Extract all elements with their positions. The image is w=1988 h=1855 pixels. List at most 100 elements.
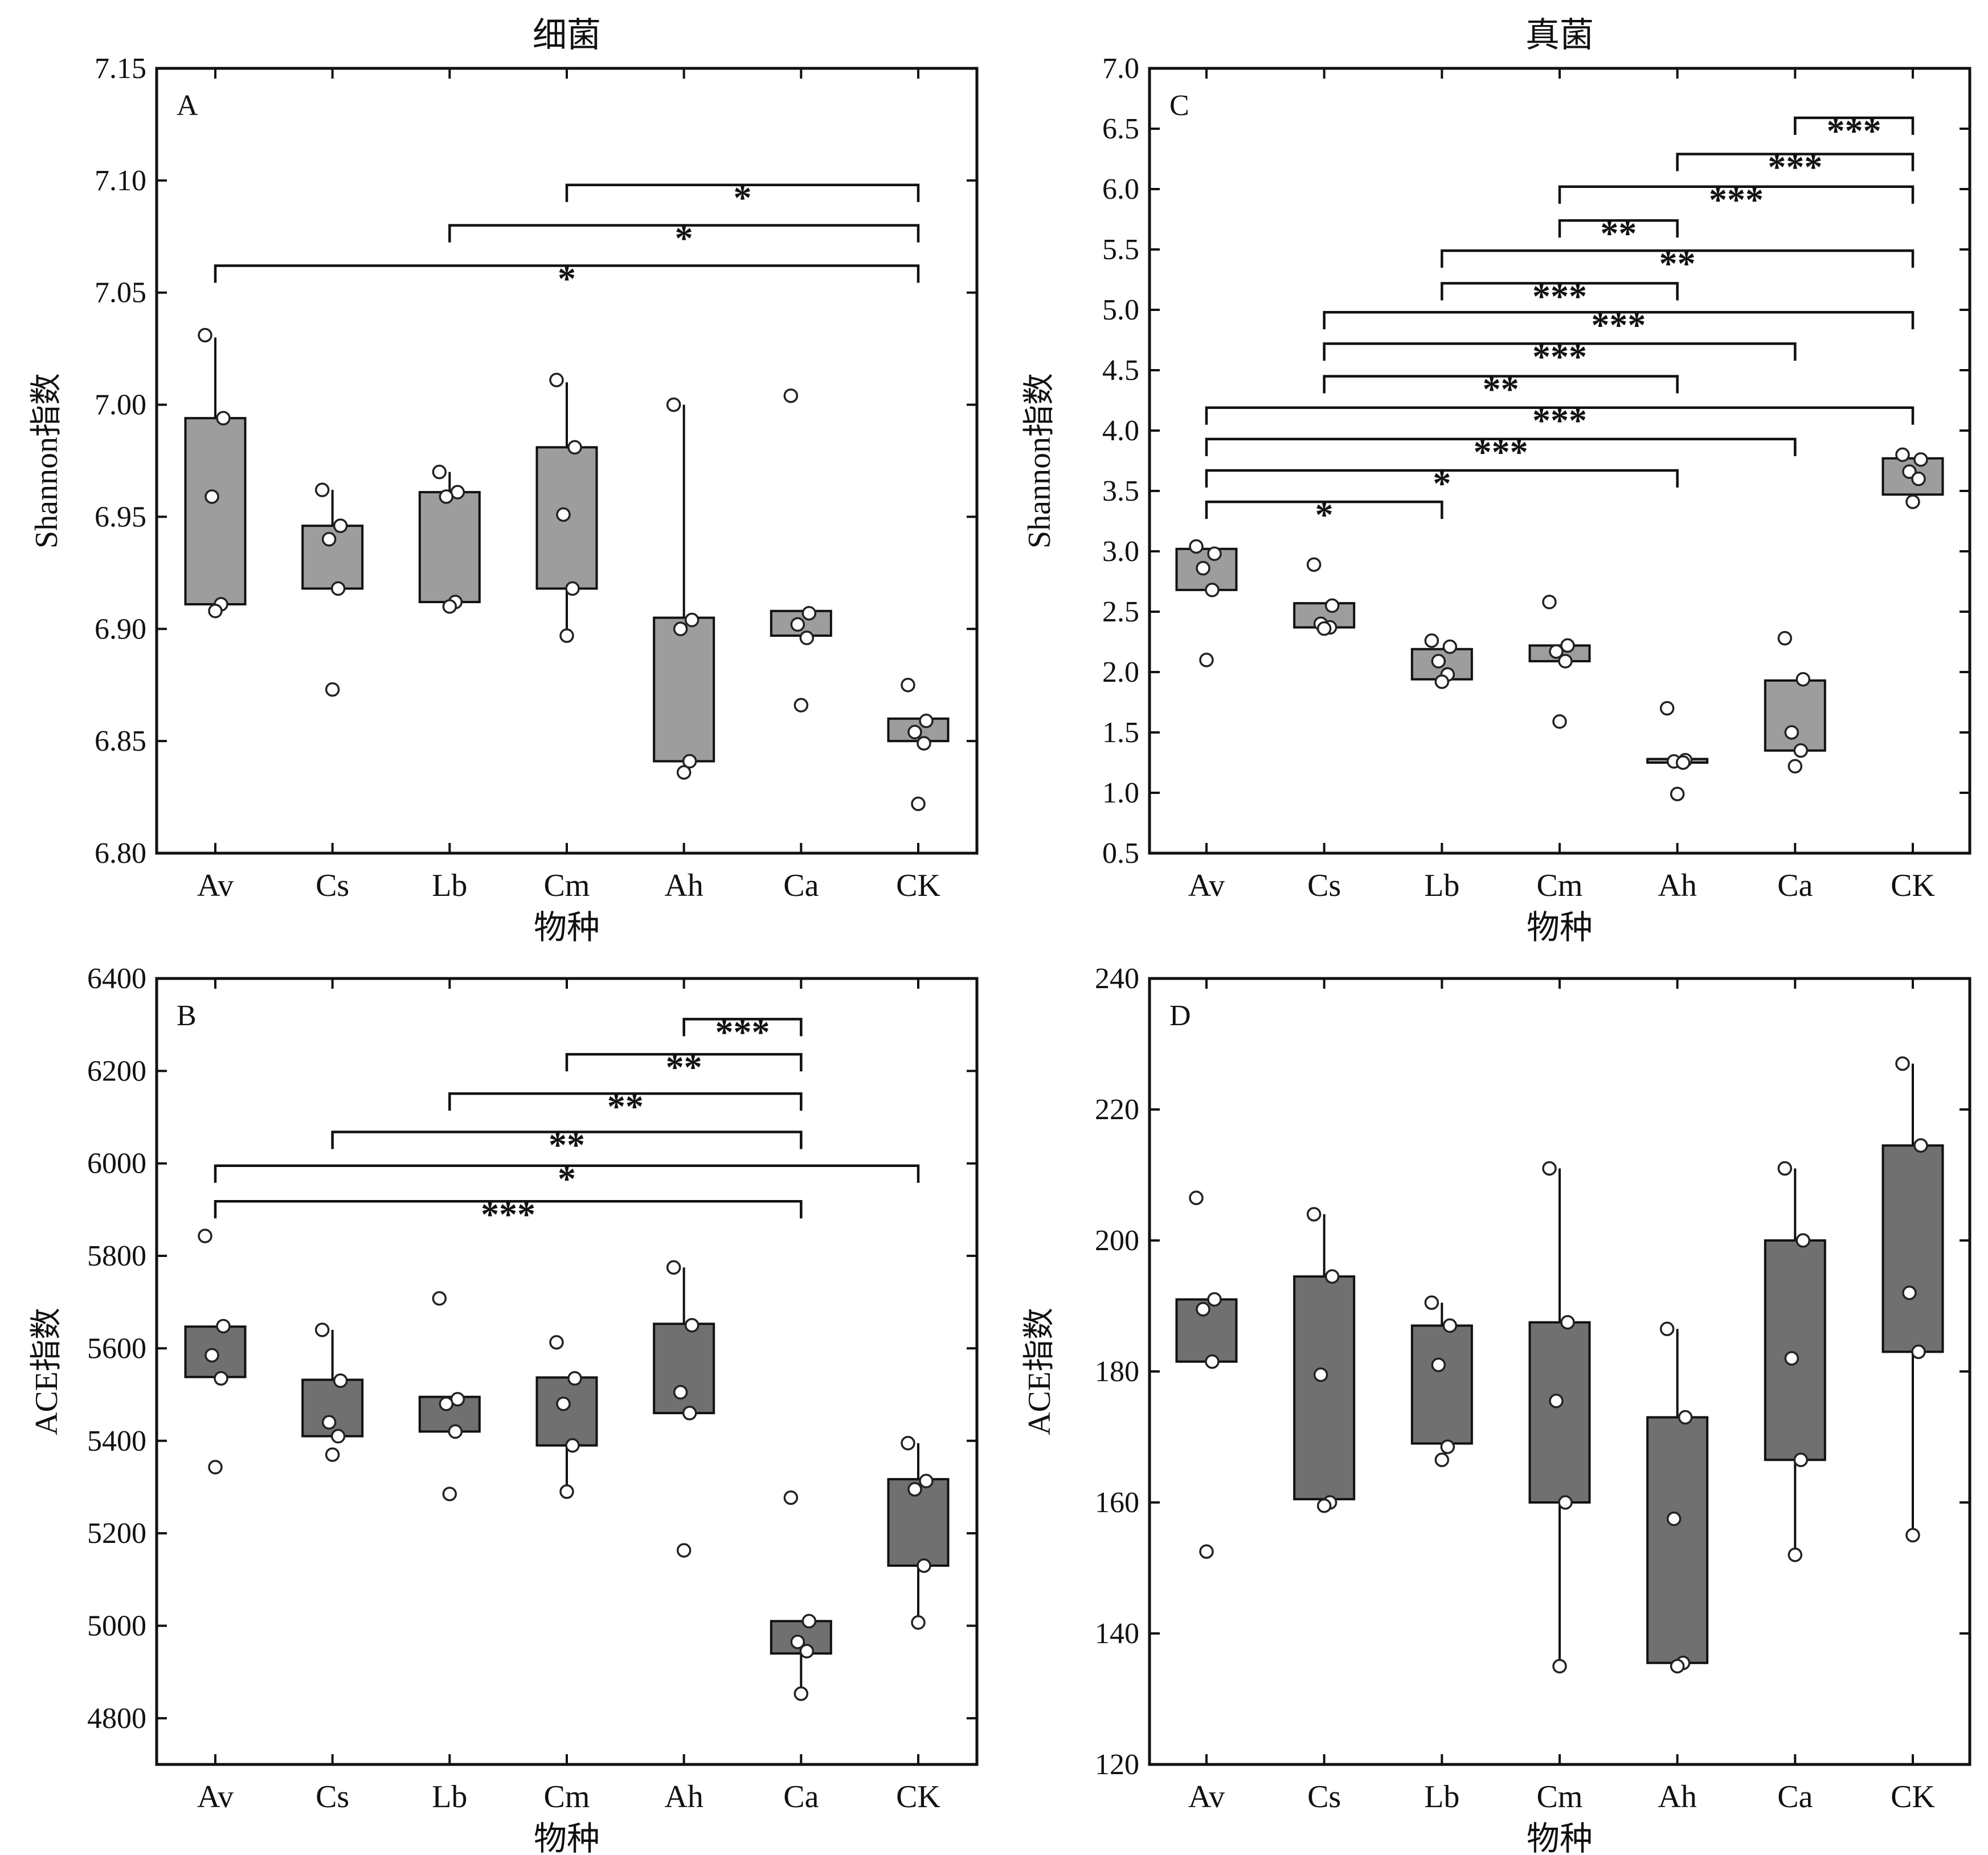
data-point [1205,583,1220,597]
plot-frame [155,977,979,1766]
data-point [333,1373,348,1388]
data-point [676,765,692,780]
chart-panel-c: 0.5 1.0 1.5 2.0 2.5 3.0 3.5 4.0 4.5 5.0 5.5 6.0 6.5 7… [1022,17,1971,946]
box-rect [1528,1321,1591,1504]
data-point [1666,1512,1682,1526]
y-tick-label: 7.05 [95,277,146,309]
data-point [559,628,574,643]
chart-title: 真菌 [1525,17,1594,54]
data-point [673,621,688,637]
significance-bracket [1323,310,1915,330]
data-point [325,1447,340,1462]
data-point [1552,1659,1567,1674]
significance-label: *** [1532,276,1587,316]
data-point [1795,1233,1811,1248]
significance-label: *** [1709,179,1764,220]
data-point [208,1460,223,1475]
y-tick-label: 0.5 [1102,837,1139,870]
data-point [907,724,922,740]
data-point [1911,472,1926,486]
y-tick-label: 6.85 [95,725,146,757]
box-rect [1410,1324,1473,1445]
y-tick-label: 5800 [87,1240,146,1272]
box-group-cs [301,482,364,697]
y-tick-label: 160 [1095,1487,1139,1519]
data-point [1434,1452,1450,1467]
y-tick-label: 180 [1095,1356,1139,1388]
data-point [1784,1351,1799,1366]
data-point [1189,539,1204,554]
data-point [801,1614,817,1629]
significance-bracket [1794,116,1915,135]
data-point [1205,1354,1220,1369]
data-point [325,682,340,697]
x-tick-label: Lb [432,1779,467,1815]
data-point [1199,653,1214,668]
data-point [901,677,915,693]
box-group-ah [653,1260,715,1558]
data-point [1795,671,1811,687]
data-point [919,713,934,728]
x-tick-label: Ah [1658,868,1696,903]
data-point [901,1436,915,1451]
data-point [1442,639,1458,654]
x-tick-label: Cs [316,868,349,903]
box-rect [653,616,715,763]
box-group-cs [1293,557,1356,636]
data-point [1199,1544,1214,1559]
data-point [1316,1498,1332,1513]
box-rect [1293,1275,1356,1501]
significance-bracket [1323,342,1797,361]
panel-label: A [177,89,198,122]
y-tick-label: 6000 [87,1148,146,1180]
data-point [1784,725,1799,740]
data-point [1442,1318,1458,1333]
data-point [1440,1439,1455,1454]
y-tick-label: 3.5 [1102,475,1139,507]
x-tick-label: Av [1188,868,1225,903]
significance-bracket [331,1131,803,1149]
data-point [1196,1302,1210,1317]
data-point [1189,1190,1204,1205]
data-point [1196,560,1210,576]
y-tick-label: 5.0 [1102,294,1139,326]
data-point [790,617,805,632]
x-axis-label: 物种 [534,909,600,946]
significance-bracket [1558,219,1679,238]
y-axis-label: Shannon指数 [29,373,64,548]
data-point [1431,654,1446,669]
data-point [1207,1292,1222,1307]
data-point [1905,494,1920,509]
y-tick-label: 5.5 [1102,234,1139,266]
y-tick-label: 7.00 [95,389,146,421]
data-point [1659,701,1675,716]
data-point [432,1291,447,1306]
x-tick-label: Ah [664,1779,703,1815]
significance-bracket [214,1200,803,1219]
box-group-av [184,1229,247,1475]
significance-label: *** [1591,305,1646,345]
significance-bracket [682,1018,803,1037]
box-group-cm [535,372,598,643]
data-point [314,1322,330,1337]
data-point [1793,743,1809,758]
significance-bracket [1558,185,1915,204]
significance-label: *** [1768,147,1822,187]
y-tick-label: 5400 [87,1425,146,1457]
y-tick-label: 7.10 [95,165,146,197]
significance-bracket [565,1053,803,1072]
box-group-av [184,327,247,619]
x-tick-label: CK [1891,868,1935,903]
data-point [1659,1321,1675,1336]
data-point [442,599,457,614]
x-tick-label: Cs [1307,868,1341,903]
box-group-lb [418,1291,481,1501]
data-point [1905,1528,1920,1543]
y-axis-label: ACE指数 [29,1308,64,1435]
panel-label: B [177,1000,197,1032]
data-point [783,388,799,403]
x-tick-label: Cm [544,868,590,903]
box-group-cm [535,1335,598,1499]
y-tick-label: 220 [1095,1094,1139,1126]
significance-label: ** [1659,243,1696,284]
